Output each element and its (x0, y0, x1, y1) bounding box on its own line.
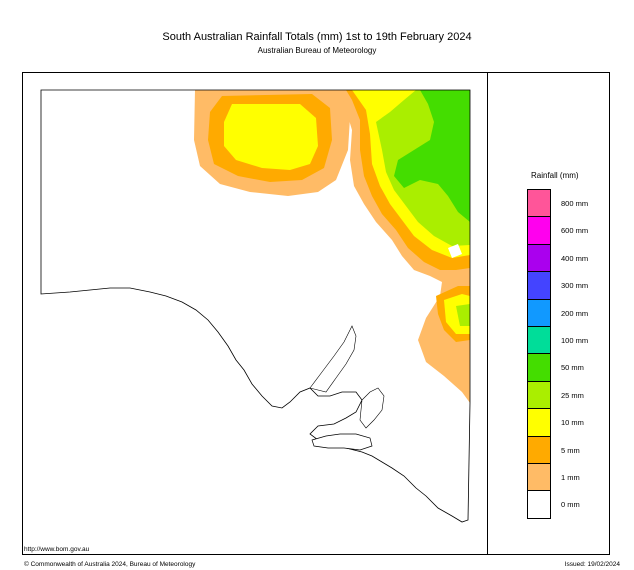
south-australia-outline (40, 89, 471, 523)
legend-swatch (527, 408, 551, 437)
footer-url[interactable]: http://www.bom.gov.au (24, 546, 90, 553)
rain-zone-10mm-nw (224, 104, 318, 170)
legend-label: 0 mm (561, 500, 580, 510)
legend-label: 400 mm (561, 253, 589, 263)
legend-swatch (527, 271, 551, 300)
rain-zone-50mm-ne (394, 90, 470, 222)
legend-title: Rainfall (mm) (531, 171, 579, 180)
map-subtitle: Australian Bureau of Meteorology (257, 46, 377, 55)
legend-label: 300 mm (561, 281, 589, 291)
map-frame (22, 72, 610, 555)
rainfall-map (40, 89, 471, 523)
rainfall-shading (194, 90, 470, 403)
legend-swatch (527, 463, 551, 492)
footer-copyright: © Commonwealth of Australia 2024, Bureau… (24, 561, 196, 568)
legend-divider (487, 72, 488, 555)
legend-label: 50 mm (561, 363, 584, 373)
legend-label: 600 mm (561, 226, 589, 236)
legend-label: 800 mm (561, 199, 589, 208)
legend-label: 10 mm (561, 418, 584, 428)
spencer-gulf-coast (309, 325, 357, 393)
legend-label: 1 mm (561, 473, 580, 482)
legend-label: 5 mm (561, 445, 580, 455)
legend-swatch (527, 353, 551, 382)
legend-swatch (527, 380, 551, 410)
legend-swatch (527, 216, 551, 245)
legend-label: 25 mm (561, 390, 584, 400)
legend-swatch (527, 298, 551, 327)
legend-swatch (527, 490, 551, 519)
legend-label: 200 mm (561, 308, 589, 318)
rain-zone-25mm-e (456, 304, 470, 326)
legend-swatch (527, 326, 551, 355)
issued-date: Issued: 19/02/2024 (564, 561, 620, 568)
legend-label: 100 mm (561, 336, 589, 345)
map-title: South Australian Rainfall Totals (mm) 1s… (162, 31, 472, 43)
legend-swatch (527, 435, 551, 464)
kangaroo-island (311, 433, 373, 451)
yorke-peninsula (359, 387, 385, 429)
legend-swatch (527, 189, 551, 218)
legend-swatch (527, 243, 551, 273)
rain-zone-0mm-gap (448, 244, 462, 258)
